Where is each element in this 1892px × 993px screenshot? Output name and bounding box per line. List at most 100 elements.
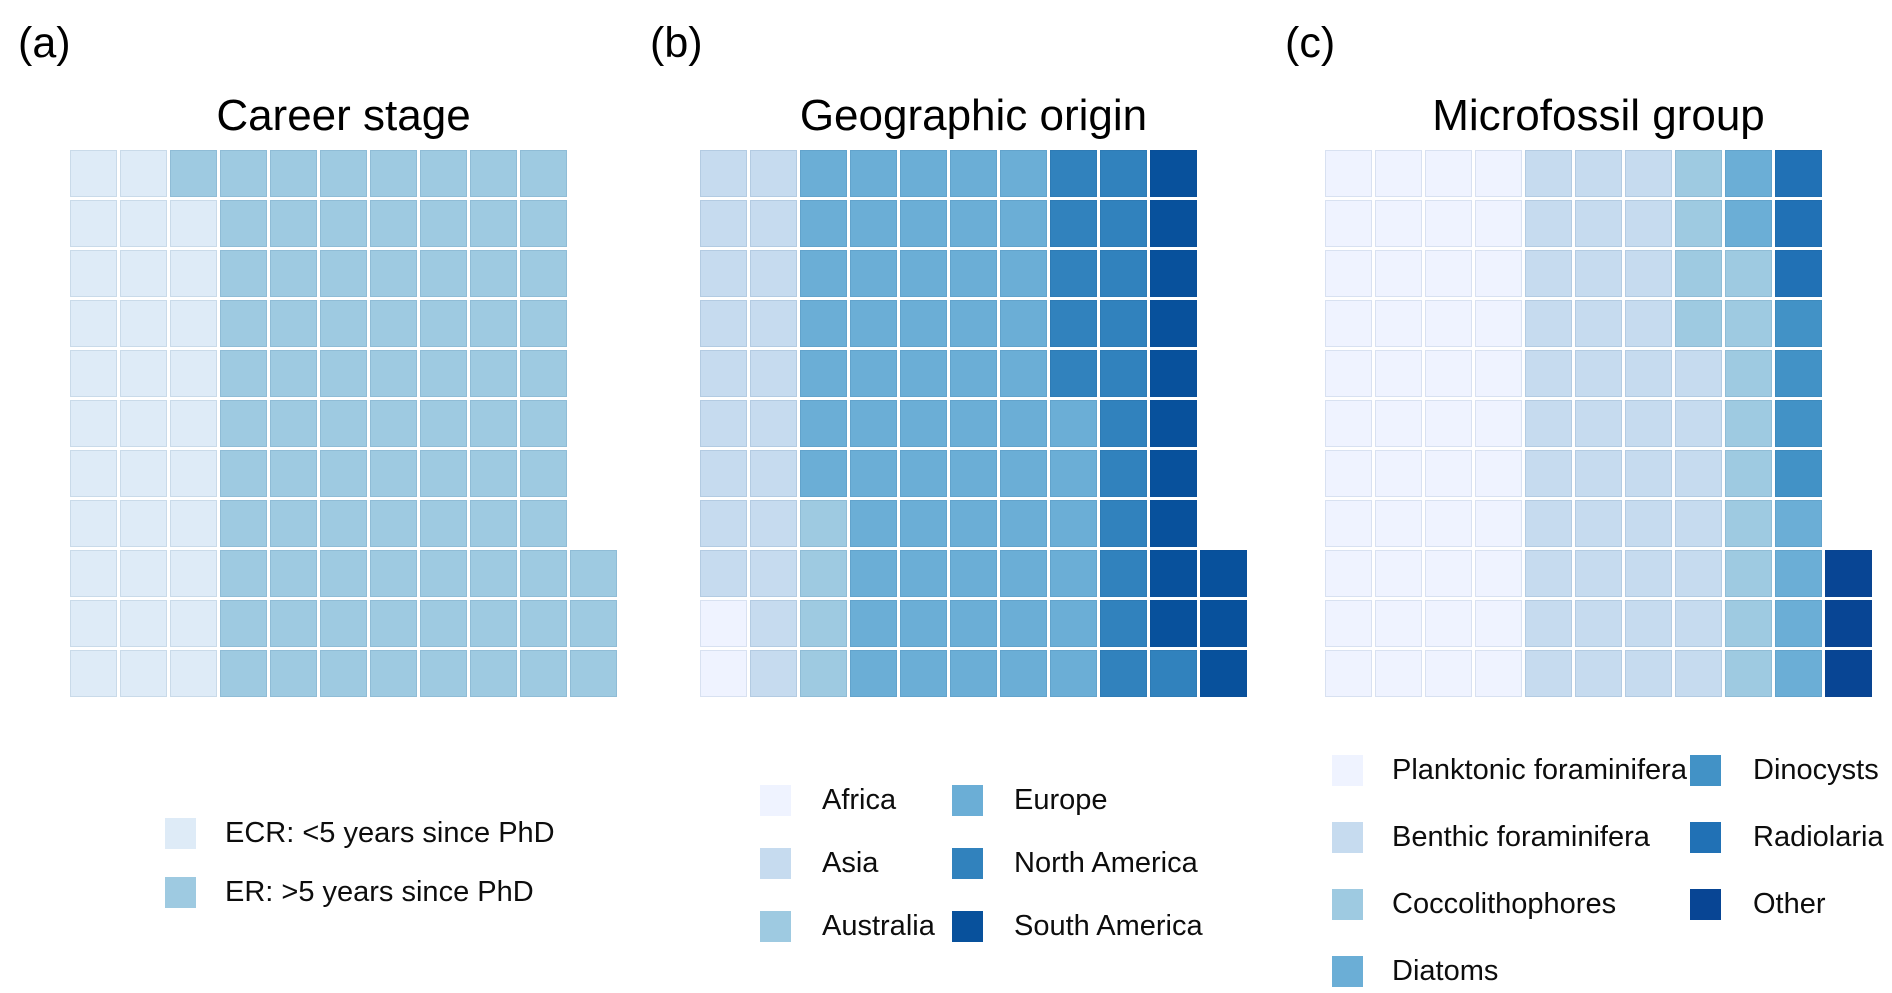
waffle-cell (900, 550, 947, 597)
waffle-cell (170, 300, 217, 347)
waffle-cell (1775, 400, 1822, 447)
waffle-cell-empty (570, 350, 617, 397)
waffle-cell (1150, 500, 1197, 547)
waffle-cell (1000, 400, 1047, 447)
waffle-cell (320, 300, 367, 347)
waffle-cell (120, 300, 167, 347)
waffle-cell (320, 200, 367, 247)
legend-label: Radiolaria (1753, 821, 1884, 853)
waffle-cell (170, 400, 217, 447)
waffle-cell (1375, 250, 1422, 297)
waffle-cell (800, 150, 847, 197)
legend-swatch (1690, 822, 1721, 853)
waffle-cell (470, 250, 517, 297)
waffle-cell (470, 550, 517, 597)
waffle-cell (1325, 500, 1372, 547)
waffle-cell (1375, 550, 1422, 597)
waffle-cell (800, 550, 847, 597)
waffle-cell (1825, 550, 1872, 597)
waffle-cell (1375, 400, 1422, 447)
waffle-cell (850, 450, 897, 497)
waffle-cell (1475, 600, 1522, 647)
waffle-cell (800, 500, 847, 547)
waffle-cell (1525, 500, 1572, 547)
waffle-cell (120, 450, 167, 497)
waffle-cell (370, 550, 417, 597)
waffle-cell (1675, 650, 1722, 697)
legend-label: ECR: <5 years since PhD (225, 817, 555, 849)
legend-label: Africa (822, 784, 897, 816)
waffle-cell (1675, 200, 1722, 247)
legend-swatch (165, 877, 196, 908)
waffle-cell (1000, 600, 1047, 647)
waffle-cell (1675, 600, 1722, 647)
waffle-cell (70, 400, 117, 447)
waffle-cell (800, 650, 847, 697)
waffle-cell-empty (1825, 200, 1872, 247)
waffle-cell (1725, 300, 1772, 347)
waffle-cell (1575, 350, 1622, 397)
waffle-cell (1150, 300, 1197, 347)
waffle-cell-empty (1825, 250, 1872, 297)
waffle-cell (1775, 500, 1822, 547)
waffle-cell (1375, 450, 1422, 497)
legend-swatch (760, 911, 791, 942)
waffle-cell (70, 150, 117, 197)
waffle-cell (1325, 200, 1372, 247)
waffle-cell (1050, 400, 1097, 447)
waffle-cell (270, 150, 317, 197)
waffle-cell-empty (570, 400, 617, 447)
waffle-cell (420, 200, 467, 247)
waffle-grid-geographic-origin (700, 150, 1247, 697)
waffle-cell (1675, 550, 1722, 597)
waffle-cell (1050, 300, 1097, 347)
waffle-cell-empty (1200, 300, 1247, 347)
waffle-cell (1475, 500, 1522, 547)
waffle-cell (1050, 600, 1097, 647)
waffle-cell-empty (1825, 450, 1872, 497)
waffle-cell (470, 200, 517, 247)
waffle-cell (1100, 650, 1147, 697)
waffle-cell (1525, 600, 1572, 647)
waffle-cell (1725, 400, 1772, 447)
waffle-cell (850, 250, 897, 297)
legend-label: ER: >5 years since PhD (225, 876, 534, 908)
waffle-cell (370, 350, 417, 397)
waffle-cell (1050, 150, 1097, 197)
waffle-cell (420, 150, 467, 197)
legend-label: Europe (1014, 784, 1108, 816)
waffle-cell (570, 650, 617, 697)
waffle-cell (1675, 400, 1722, 447)
waffle-cell (900, 300, 947, 347)
waffle-cell (1625, 650, 1672, 697)
legend-label: Planktonic foraminifera (1392, 754, 1687, 786)
waffle-cell (570, 550, 617, 597)
waffle-cell (1000, 650, 1047, 697)
waffle-cell (1000, 500, 1047, 547)
waffle-cell (320, 600, 367, 647)
waffle-cell (1100, 400, 1147, 447)
waffle-cell (1325, 650, 1372, 697)
legend-swatch (1690, 889, 1721, 920)
waffle-cell (370, 500, 417, 547)
waffle-cell (120, 600, 167, 647)
waffle-cell (320, 250, 367, 297)
waffle-cell (70, 250, 117, 297)
waffle-cell (1475, 400, 1522, 447)
waffle-cell (700, 550, 747, 597)
waffle-cell (900, 200, 947, 247)
waffle-cell (1325, 400, 1372, 447)
waffle-cell (1425, 650, 1472, 697)
waffle-cell (800, 200, 847, 247)
waffle-cell (220, 200, 267, 247)
waffle-cell (1575, 250, 1622, 297)
waffle-cell (1150, 150, 1197, 197)
waffle-cell (1475, 550, 1522, 597)
waffle-cell (700, 600, 747, 647)
waffle-cell (370, 200, 417, 247)
waffle-cell (1775, 350, 1822, 397)
legend-label: Benthic foraminifera (1392, 821, 1650, 853)
waffle-cell-empty (1825, 400, 1872, 447)
waffle-cell (1150, 250, 1197, 297)
waffle-cell (370, 600, 417, 647)
